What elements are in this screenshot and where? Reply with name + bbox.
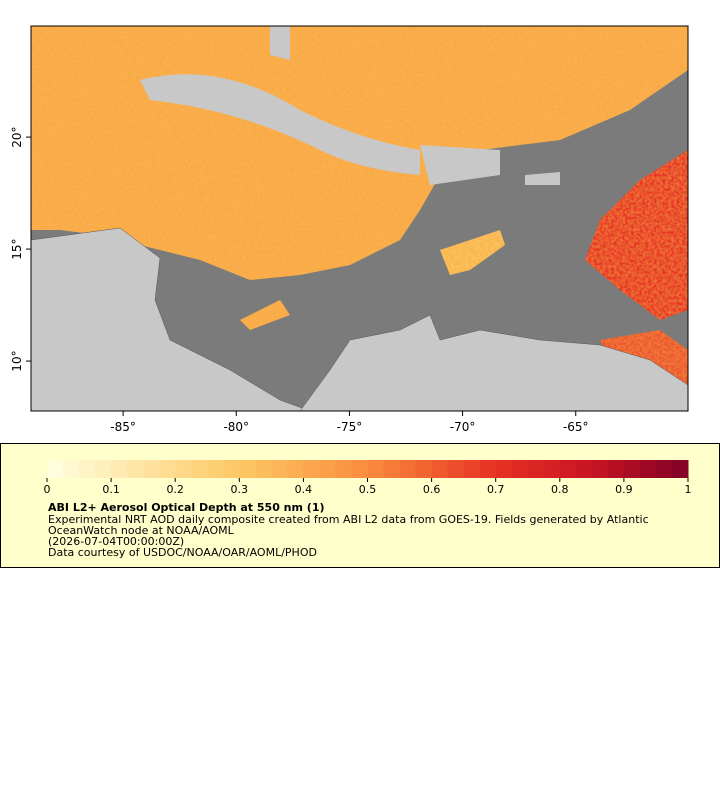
colorbar-step bbox=[479, 460, 497, 478]
colorbar-step bbox=[447, 460, 465, 478]
colorbar-step bbox=[111, 460, 128, 478]
colorbar-step bbox=[175, 460, 192, 478]
colorbar: 0 0.1 0.2 0.3 0.4 0.5 0.6 0.7 0.8 0.9 1 bbox=[44, 460, 692, 496]
x-tick-label: -75° bbox=[337, 420, 363, 434]
colorbar-step bbox=[287, 460, 304, 478]
colorbar-tick-label: 0.3 bbox=[231, 483, 249, 496]
colorbar-step bbox=[367, 460, 385, 478]
colorbar-step bbox=[159, 460, 176, 478]
legend-line: (2026-07-04T00:00:00Z) bbox=[48, 535, 184, 548]
colorbar-tick-label: 0 bbox=[44, 483, 51, 496]
colorbar-step bbox=[223, 460, 240, 478]
colorbar-tick-label: 0.7 bbox=[487, 483, 505, 496]
y-tick-label: 15° bbox=[10, 238, 24, 259]
colorbar-step bbox=[671, 460, 689, 478]
y-tick-label: 20° bbox=[10, 126, 24, 147]
colorbar-tick-label: 0.5 bbox=[359, 483, 377, 496]
colorbar-step bbox=[239, 460, 256, 478]
colorbar-tick-label: 0.2 bbox=[166, 483, 184, 496]
x-tick-label: -85° bbox=[110, 420, 136, 434]
map-area bbox=[31, 26, 688, 411]
land-cuba bbox=[140, 74, 420, 175]
axes: -85° -80° -75° -70° -65° 10° 15° 20° bbox=[10, 126, 589, 434]
colorbar-step bbox=[255, 460, 272, 478]
x-tick-label: -65° bbox=[563, 420, 589, 434]
aerosol-patch bbox=[240, 300, 290, 330]
colorbar-step bbox=[623, 460, 641, 478]
aerosol-patch-high bbox=[585, 150, 688, 320]
legend-title: ABI L2+ Aerosol Optical Depth at 550 nm … bbox=[48, 501, 325, 514]
colorbar-tick-label: 0.8 bbox=[551, 483, 569, 496]
land-south-america bbox=[299, 314, 688, 411]
legend-line: OceanWatch node at NOAA/AOML bbox=[48, 524, 235, 537]
legend-line: Experimental NRT AOD daily composite cre… bbox=[48, 513, 649, 526]
colorbar-step bbox=[319, 460, 336, 478]
x-tick-label: -80° bbox=[223, 420, 249, 434]
colorbar-step bbox=[543, 460, 561, 478]
colorbar-step bbox=[607, 460, 625, 478]
colorbar-step bbox=[415, 460, 433, 478]
colorbar-step bbox=[143, 460, 160, 478]
land-central-america bbox=[31, 227, 311, 411]
colorbar-tick-label: 0.9 bbox=[615, 483, 633, 496]
y-tick-label: 10° bbox=[10, 350, 24, 371]
colorbar-step bbox=[383, 460, 401, 478]
colorbar-step bbox=[639, 460, 657, 478]
colorbar-step bbox=[591, 460, 609, 478]
colorbar-step bbox=[527, 460, 545, 478]
colorbar-step bbox=[303, 460, 320, 478]
colorbar-step bbox=[575, 460, 593, 478]
x-tick-label: -70° bbox=[450, 420, 476, 434]
colorbar-step bbox=[399, 460, 417, 478]
legend-line: Data courtesy of USDOC/NOAA/OAR/AOML/PHO… bbox=[48, 546, 317, 559]
colorbar-step bbox=[47, 460, 64, 478]
colorbar-tick-label: 0.4 bbox=[295, 483, 313, 496]
colorbar-step bbox=[559, 460, 577, 478]
colorbar-step bbox=[95, 460, 112, 478]
colorbar-step bbox=[351, 460, 368, 478]
colorbar-step bbox=[463, 460, 481, 478]
colorbar-step bbox=[207, 460, 224, 478]
colorbar-tick-label: 0.1 bbox=[102, 483, 120, 496]
colorbar-step bbox=[655, 460, 673, 478]
colorbar-step bbox=[127, 460, 144, 478]
colorbar-step bbox=[63, 460, 80, 478]
colorbar-step bbox=[79, 460, 96, 478]
colorbar-step bbox=[335, 460, 352, 478]
land-hispaniola bbox=[420, 145, 500, 185]
colorbar-tick-label: 1 bbox=[685, 483, 692, 496]
colorbar-step bbox=[191, 460, 208, 478]
colorbar-step bbox=[431, 460, 449, 478]
colorbar-step bbox=[511, 460, 529, 478]
colorbar-step bbox=[271, 460, 288, 478]
map-frame bbox=[30, 25, 689, 412]
colorbar-tick-label: 0.6 bbox=[423, 483, 441, 496]
colorbar-step bbox=[495, 460, 513, 478]
aerosol-patch bbox=[440, 230, 505, 275]
